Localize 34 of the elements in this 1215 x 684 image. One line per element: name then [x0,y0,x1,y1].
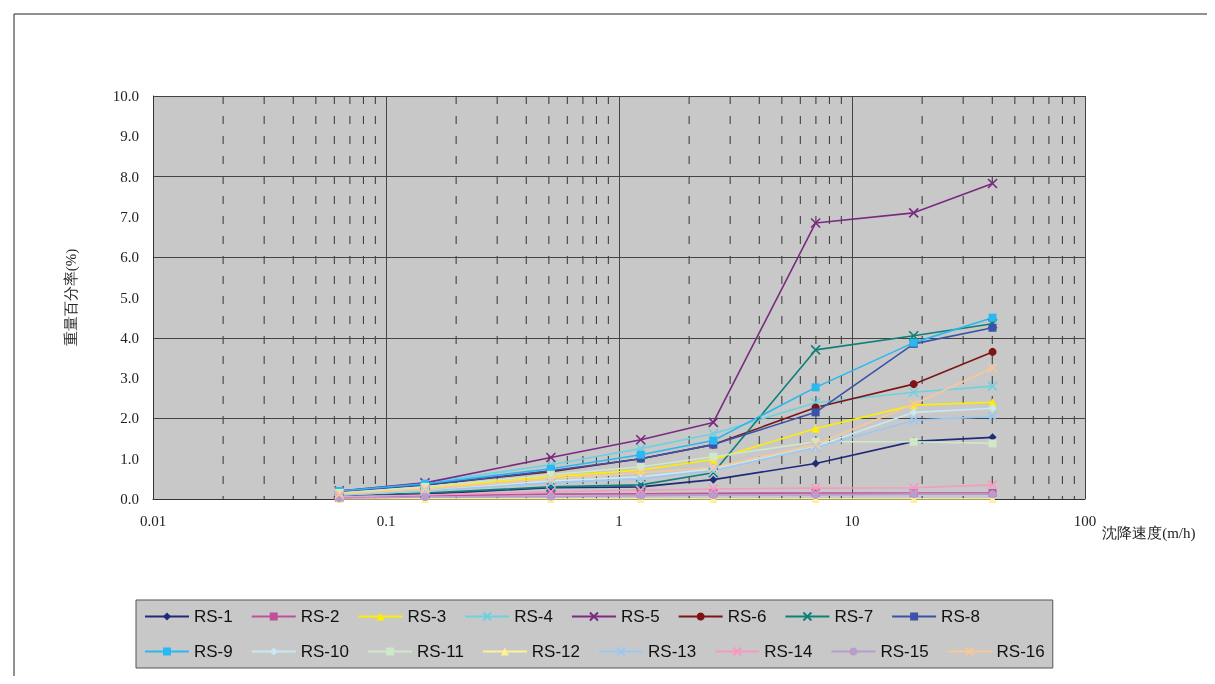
legend-label: RS-11 [416,642,464,661]
y-tick-label: 0.0 [120,491,139,507]
legend-label: RS-13 [648,642,697,661]
y-axis-title: 重量百分率(%) [62,248,80,347]
y-tick-label: 4.0 [120,329,139,346]
legend-label: RS-12 [531,642,581,661]
x-tick-label: 0.01 [139,512,167,529]
legend-label: RS-7 [834,607,874,626]
y-tick-label: 3.0 [120,370,139,387]
legend-label: RS-2 [300,607,340,626]
y-tick-label: 8.0 [120,168,139,185]
y-tick-label: 10.0 [112,88,139,104]
legend-label: RS-10 [300,642,349,661]
y-tick-label: 6.0 [120,249,139,266]
x-tick-label: 10 [844,512,860,529]
legend-label: RS-14 [764,642,813,661]
legend-label: RS-6 [727,607,767,626]
x-tick-label: 1 [615,512,623,529]
legend-label: RS-8 [941,607,980,626]
y-tick-label: 1.0 [120,450,139,467]
y-tick-label: 9.0 [120,128,139,145]
legend-label: RS-5 [620,607,660,626]
x-axis-title: 沈降速度(m/h) [1102,524,1196,542]
x-tick-label: 0.1 [376,512,396,529]
legend-label: RS-15 [880,642,929,661]
y-tick-label: 7.0 [120,208,139,225]
legend-label: RS-3 [407,607,447,626]
y-tick-label: 5.0 [120,289,139,306]
y-tick-label: 2.0 [120,410,139,427]
legend-label: RS-16 [996,642,1045,661]
legend-label: RS-1 [194,607,233,626]
legend-label: RS-4 [514,607,553,626]
x-tick-label: 100 [1073,512,1097,529]
legend-label: RS-9 [194,642,233,661]
